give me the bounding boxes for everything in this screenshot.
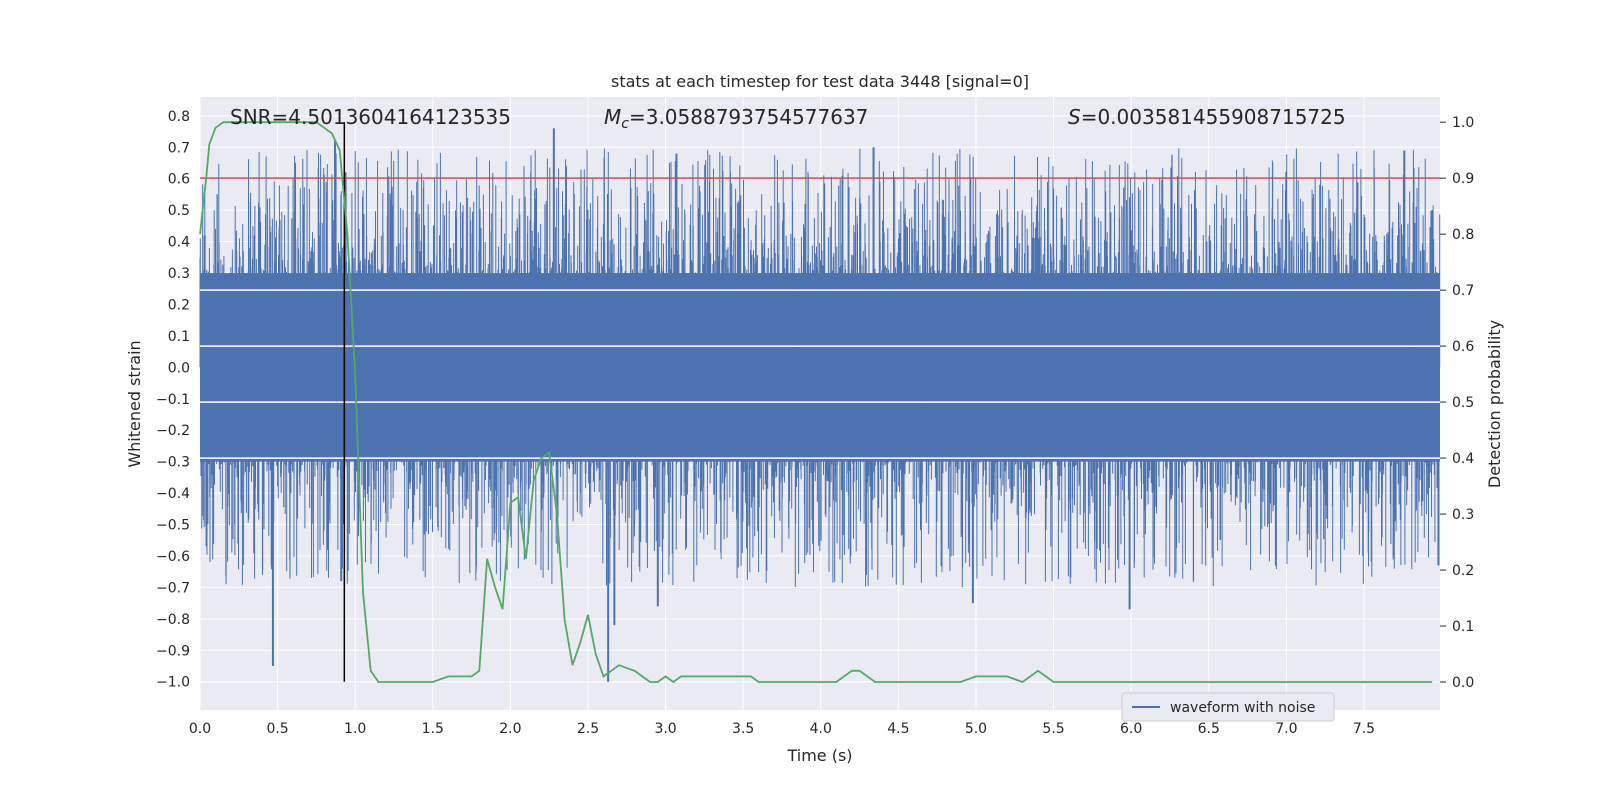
chirp-mass-annotation: Mc=3.0588793754577637 xyxy=(604,105,868,132)
x-tick-label: 6.5 xyxy=(1198,721,1220,737)
x-tick-label: 1.0 xyxy=(344,721,366,737)
y2-tick-label: 0.2 xyxy=(1452,563,1474,579)
chirp-mass-subscript: c xyxy=(621,116,629,132)
overlays xyxy=(199,121,1440,684)
y-tick-label: −0.7 xyxy=(156,580,190,596)
legend: waveform with noise xyxy=(1121,692,1335,722)
y2-tick-label: 0.9 xyxy=(1452,171,1474,187)
x-tick-label: 2.0 xyxy=(499,721,521,737)
x-tick-label: 7.0 xyxy=(1275,721,1297,737)
legend-box xyxy=(1121,692,1335,722)
x-tick-label: 7.5 xyxy=(1353,721,1375,737)
y2-tick-label: 0.0 xyxy=(1452,675,1474,691)
waveform-series xyxy=(199,128,1441,682)
y2-tick-label: 0.6 xyxy=(1452,339,1474,355)
y-tick-label: −0.3 xyxy=(156,455,190,471)
y-tick-label: 0.6 xyxy=(168,172,190,188)
y-tick-label: −0.9 xyxy=(156,643,190,659)
probability-line xyxy=(199,121,1433,684)
y2-tick-label: 0.8 xyxy=(1452,227,1474,243)
y-tick-label: −0.8 xyxy=(156,612,190,628)
y-tick-label: −0.6 xyxy=(156,549,190,565)
y2-tick-label: 0.1 xyxy=(1452,619,1474,635)
chirp-mass-symbol: M xyxy=(604,105,621,129)
y-tick-label: 0.8 xyxy=(168,109,190,125)
y-tick-label: −0.2 xyxy=(156,423,190,439)
y-tick-label: 0.2 xyxy=(168,297,190,313)
y2-tick-label: 1.0 xyxy=(1452,115,1474,131)
axes: 0.0 0.5 1.0 1.5 2.0 2.5 3.0 3.5 4.0 4.5 5.0 5.5 6.0 6… xyxy=(156,109,1474,737)
x-tick-label: 3.0 xyxy=(654,721,676,737)
y-tick-label: 0.7 xyxy=(168,140,190,156)
y-tick-label: 0.0 xyxy=(168,360,190,376)
y-tick-label: −0.4 xyxy=(156,486,190,502)
y2-tick-label: 0.3 xyxy=(1452,507,1474,523)
y2-tick-label: 0.5 xyxy=(1452,395,1474,411)
waveform-line xyxy=(199,148,1441,588)
x-tick-label: 1.5 xyxy=(422,721,444,737)
y-axis-label: Whitened strain xyxy=(125,340,144,467)
y2-axis-label: Detection probability xyxy=(1485,320,1504,488)
x-tick-label: 4.0 xyxy=(810,721,832,737)
statistic-annotation: S=0.003581455908715725 xyxy=(1068,105,1346,129)
y-tick-label: 0.5 xyxy=(168,203,190,219)
x-tick-label: 0.0 xyxy=(189,721,211,737)
x-tick-label: 5.5 xyxy=(1042,721,1064,737)
y-tick-label: 0.1 xyxy=(168,329,190,345)
x-tick-label: 4.5 xyxy=(887,721,909,737)
chart-title: stats at each timestep for test data 344… xyxy=(611,72,1029,91)
y-tick-label: −0.1 xyxy=(156,392,190,408)
x-tick-label: 6.0 xyxy=(1120,721,1142,737)
chirp-mass-value: =3.0588793754577637 xyxy=(629,105,868,129)
y2-tick-label: 0.4 xyxy=(1452,451,1474,467)
statistic-symbol: S xyxy=(1068,105,1081,129)
snr-annotation: SNR=4.5013604164123535 xyxy=(230,105,511,129)
x-tick-label: 0.5 xyxy=(266,721,288,737)
x-tick-label: 2.5 xyxy=(577,721,599,737)
y-tick-label: 0.4 xyxy=(168,235,190,251)
x-tick-label: 3.5 xyxy=(732,721,754,737)
x-tick-label: 5.0 xyxy=(965,721,987,737)
statistic-value: =0.003581455908715725 xyxy=(1081,105,1346,129)
y-tick-label: −0.5 xyxy=(156,518,190,534)
y-tick-label: −1.0 xyxy=(156,675,190,691)
y-tick-label: 0.3 xyxy=(168,266,190,282)
legend-label: waveform with noise xyxy=(1170,700,1315,716)
x-axis-label: Time (s) xyxy=(786,746,852,765)
y2-tick-label: 0.7 xyxy=(1452,283,1474,299)
